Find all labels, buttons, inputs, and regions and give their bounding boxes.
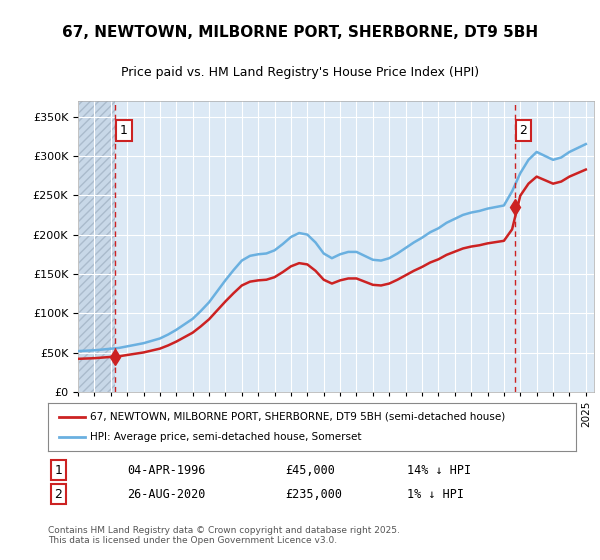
Text: 04-APR-1996: 04-APR-1996 (127, 464, 206, 477)
Text: 67, NEWTOWN, MILBORNE PORT, SHERBORNE, DT9 5BH (semi-detached house): 67, NEWTOWN, MILBORNE PORT, SHERBORNE, D… (90, 412, 505, 422)
Text: 67, NEWTOWN, MILBORNE PORT, SHERBORNE, DT9 5BH: 67, NEWTOWN, MILBORNE PORT, SHERBORNE, D… (62, 25, 538, 40)
Bar (78, 101, 115, 392)
Text: 14% ↓ HPI: 14% ↓ HPI (407, 464, 471, 477)
Text: 2: 2 (55, 488, 62, 501)
Text: £45,000: £45,000 (286, 464, 335, 477)
Text: 1: 1 (55, 464, 62, 477)
Text: Price paid vs. HM Land Registry's House Price Index (HPI): Price paid vs. HM Land Registry's House … (121, 66, 479, 78)
Text: £235,000: £235,000 (286, 488, 343, 501)
Text: 1: 1 (120, 124, 128, 137)
Text: 2: 2 (520, 124, 527, 137)
Text: 1% ↓ HPI: 1% ↓ HPI (407, 488, 464, 501)
Text: 26-AUG-2020: 26-AUG-2020 (127, 488, 206, 501)
Text: HPI: Average price, semi-detached house, Somerset: HPI: Average price, semi-detached house,… (90, 432, 362, 442)
Text: Contains HM Land Registry data © Crown copyright and database right 2025.
This d: Contains HM Land Registry data © Crown c… (48, 526, 400, 545)
